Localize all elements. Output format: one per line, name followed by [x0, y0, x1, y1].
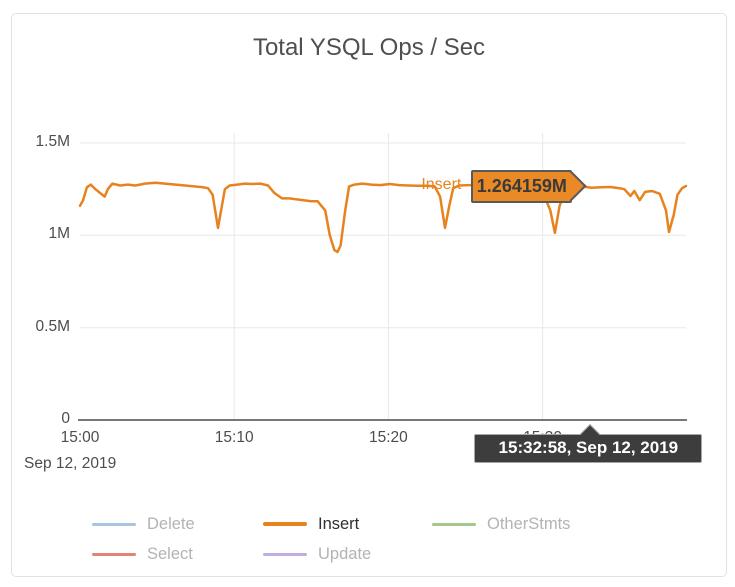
legend-item-insert[interactable]: Insert — [263, 514, 359, 534]
y-axis-tick-label: 1M — [48, 225, 70, 243]
series-line-insert — [78, 181, 688, 254]
legend-item-otherstmts[interactable]: OtherStmts — [432, 514, 570, 534]
x-axis-tick-label: 15:10 — [214, 429, 254, 446]
legend-swatch-icon — [263, 552, 307, 556]
legend-label: Update — [318, 544, 372, 563]
y-axis-tick-label: 1.5M — [35, 133, 70, 150]
time-tooltip-text: 15:32:58, Sep 12, 2019 — [498, 438, 679, 457]
x-axis-tick-label: 15:20 — [368, 429, 408, 446]
chart-title: Total YSQL Ops / Sec — [252, 34, 486, 61]
chart-plot-area[interactable] — [0, 0, 735, 500]
legend-item-update[interactable]: Update — [263, 544, 371, 564]
y-axis-tick-label: 0 — [61, 410, 70, 427]
time-tooltip: 15:32:58, Sep 12, 2019 — [474, 424, 703, 463]
value-tooltip: 1.264159M — [471, 169, 587, 203]
legend-swatch-icon — [92, 552, 136, 556]
legend-item-select[interactable]: Select — [92, 544, 193, 564]
legend-label: Insert — [318, 514, 360, 533]
legend-label: Delete — [147, 514, 195, 533]
legend-label: Select — [147, 544, 193, 563]
chart-card — [11, 13, 727, 577]
y-axis-tick-label: 0.5M — [35, 317, 70, 335]
value-tooltip-text: 1.264159M — [476, 175, 567, 196]
hover-series-label: Insert — [421, 175, 462, 193]
legend-swatch-icon — [432, 522, 476, 526]
x-axis-date-label: Sep 12, 2019 — [24, 455, 117, 472]
legend-swatch-icon — [92, 522, 136, 526]
legend-label: OtherStmts — [487, 514, 571, 533]
legend-swatch-icon — [263, 522, 307, 526]
x-axis-tick-label: 15:00 — [60, 429, 100, 446]
legend-item-delete[interactable]: Delete — [92, 514, 195, 534]
